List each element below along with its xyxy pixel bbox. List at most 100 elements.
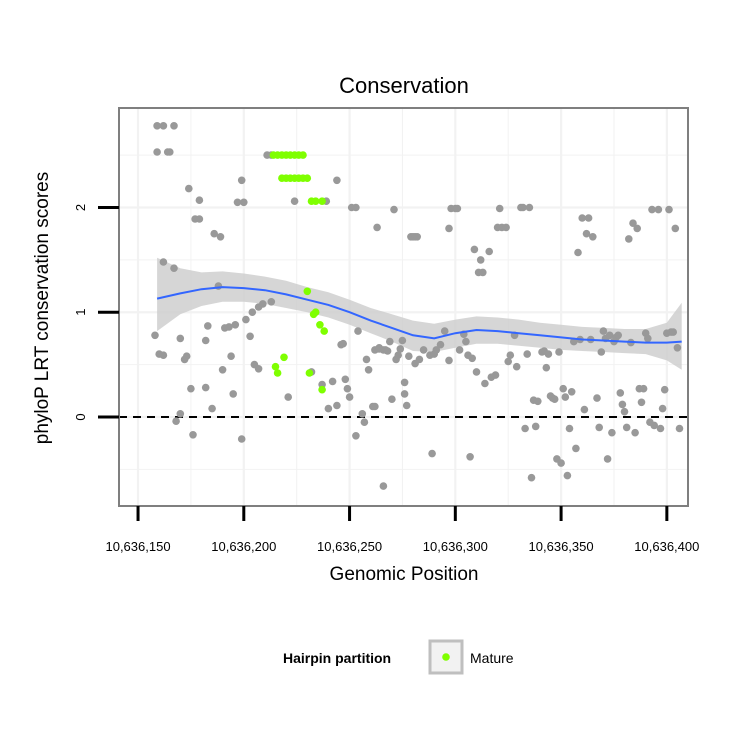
point-other xyxy=(284,393,293,401)
x-tick-label: 10,636,200 xyxy=(211,539,276,554)
point-other xyxy=(170,264,178,273)
y-tick-label: 1 xyxy=(73,309,88,316)
point-other xyxy=(339,339,348,348)
point-other xyxy=(559,384,567,393)
point-other xyxy=(673,344,682,352)
point-other xyxy=(176,410,185,418)
point-other xyxy=(242,315,250,324)
point-other xyxy=(597,348,606,356)
point-other xyxy=(481,379,489,388)
point-other xyxy=(189,431,197,439)
point-other xyxy=(227,352,235,361)
point-other xyxy=(534,397,542,406)
x-tick-label: 10,636,350 xyxy=(529,539,594,554)
point-other xyxy=(445,356,453,365)
point-other xyxy=(153,122,161,130)
point-other xyxy=(352,203,360,212)
data-points xyxy=(151,122,684,490)
point-other xyxy=(428,449,436,458)
confidence-ribbon xyxy=(157,257,682,370)
point-other xyxy=(229,390,237,398)
point-other xyxy=(170,122,178,130)
point-other xyxy=(388,395,396,404)
point-other xyxy=(210,229,218,238)
point-other xyxy=(248,308,257,317)
x-tick-label: 10,636,400 xyxy=(634,539,699,554)
point-other xyxy=(208,404,216,413)
point-other xyxy=(595,423,603,432)
point-other xyxy=(542,363,551,372)
point-other xyxy=(654,205,663,214)
point-other xyxy=(415,355,424,364)
point-other xyxy=(675,424,684,433)
point-other xyxy=(555,348,563,356)
point-other xyxy=(644,334,652,343)
point-other xyxy=(176,334,185,343)
point-other xyxy=(614,331,622,340)
point-other xyxy=(656,424,665,433)
point-other xyxy=(479,268,487,277)
point-other xyxy=(328,377,337,386)
y-tick-label: 2 xyxy=(73,204,88,211)
point-other xyxy=(390,205,398,214)
point-other xyxy=(436,340,445,349)
point-other xyxy=(650,421,658,430)
point-other xyxy=(629,219,637,227)
point-other xyxy=(618,400,627,409)
point-other xyxy=(341,375,350,384)
point-other xyxy=(599,327,608,335)
point-other xyxy=(485,247,494,256)
point-other xyxy=(589,233,597,241)
legend-key-mature-icon xyxy=(442,653,450,661)
point-other xyxy=(371,402,379,411)
point-other xyxy=(440,327,449,335)
point-other xyxy=(153,148,161,156)
point-other xyxy=(187,384,195,393)
point-mature xyxy=(305,369,314,377)
point-other xyxy=(519,203,527,212)
point-other xyxy=(550,395,559,404)
point-other xyxy=(254,365,263,373)
point-mature xyxy=(303,287,312,296)
point-other xyxy=(402,401,411,410)
point-other xyxy=(531,422,540,431)
point-other xyxy=(466,453,474,461)
point-mature xyxy=(311,197,320,205)
point-other xyxy=(364,366,373,374)
point-other xyxy=(472,368,481,376)
point-mature xyxy=(318,197,326,205)
point-other xyxy=(225,323,233,331)
point-other xyxy=(400,390,409,398)
point-other xyxy=(201,336,210,345)
point-other xyxy=(502,223,510,232)
point-other xyxy=(333,176,341,185)
point-other xyxy=(345,393,354,401)
point-other xyxy=(603,455,612,463)
point-other xyxy=(557,459,565,467)
point-other xyxy=(195,215,204,223)
point-other xyxy=(267,298,276,306)
legend: Hairpin partition Mature xyxy=(283,639,514,675)
x-tick-label: 10,636,150 xyxy=(105,539,170,554)
point-other xyxy=(237,435,246,443)
point-mature xyxy=(318,385,326,394)
point-other xyxy=(544,350,553,358)
point-other xyxy=(358,410,367,418)
point-other xyxy=(565,424,574,433)
point-mature xyxy=(273,369,282,377)
point-other xyxy=(580,405,589,414)
point-other xyxy=(383,347,392,355)
point-other xyxy=(405,352,413,361)
point-other xyxy=(633,224,641,233)
point-other xyxy=(648,205,656,214)
point-other xyxy=(660,385,669,394)
point-other xyxy=(386,337,394,346)
point-other xyxy=(159,351,168,360)
point-other xyxy=(159,122,168,130)
point-other xyxy=(593,394,601,402)
point-other xyxy=(172,417,180,426)
point-other xyxy=(218,366,227,374)
x-tick-label: 10,636,250 xyxy=(317,539,382,554)
point-other xyxy=(362,355,371,364)
point-other xyxy=(379,482,388,490)
